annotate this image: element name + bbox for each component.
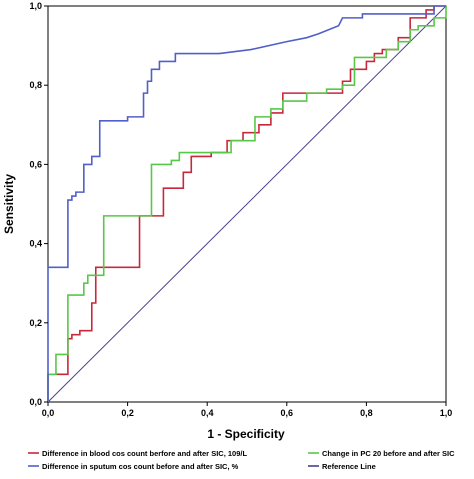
y-axis-title: Sensitivity bbox=[2, 174, 16, 234]
x-tick-label: 1,0 bbox=[440, 408, 453, 418]
x-tick-label: 0,0 bbox=[42, 408, 55, 418]
y-tick-label: 0,2 bbox=[29, 318, 42, 328]
y-tick-label: 0,4 bbox=[29, 239, 42, 249]
y-tick-label: 1,0 bbox=[29, 1, 42, 11]
x-tick-label: 0,6 bbox=[281, 408, 294, 418]
x-tick-label: 0,4 bbox=[201, 408, 214, 418]
legend-label: Change in PC 20 before and after SIC bbox=[322, 449, 455, 458]
legend-label: Difference in sputum cos count before an… bbox=[42, 462, 239, 471]
x-tick-label: 0,8 bbox=[360, 408, 373, 418]
y-tick-label: 0,6 bbox=[29, 159, 42, 169]
x-axis-title: 1 - Specificity bbox=[207, 427, 285, 441]
y-tick-label: 0,8 bbox=[29, 80, 42, 90]
series-layer bbox=[47, 5, 447, 403]
series-line-3 bbox=[47, 5, 447, 403]
series-line-2 bbox=[47, 5, 446, 402]
legend-label: Difference in blood cos count berfore an… bbox=[42, 449, 247, 458]
legend: Difference in blood cos count berfore an… bbox=[28, 449, 455, 471]
y-tick-label: 0,0 bbox=[29, 397, 42, 407]
x-tick-label: 0,2 bbox=[121, 408, 134, 418]
legend-label: Reference Line bbox=[322, 462, 376, 471]
series-line-1 bbox=[47, 6, 447, 402]
tick-layer: 0,00,0 0,2 0,2 0,4 0,4 0,6 0,6 0,8 0,8 1,0 1,0 bbox=[29, 1, 452, 418]
